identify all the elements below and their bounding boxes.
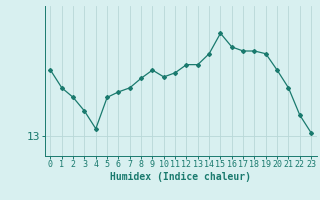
X-axis label: Humidex (Indice chaleur): Humidex (Indice chaleur) <box>110 172 251 182</box>
